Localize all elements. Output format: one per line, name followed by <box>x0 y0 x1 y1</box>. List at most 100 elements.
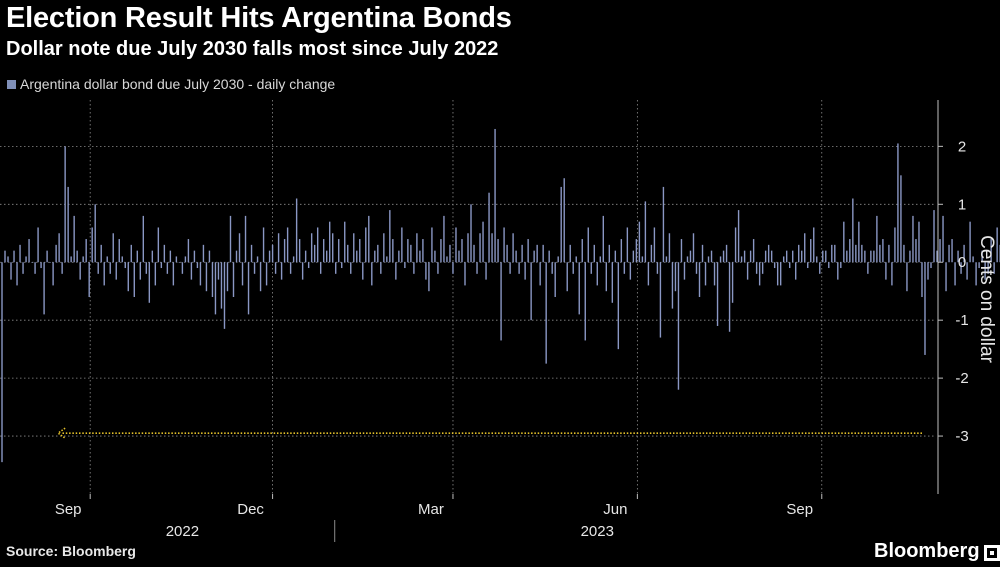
bar <box>124 262 126 269</box>
bar <box>217 262 220 280</box>
bar <box>16 262 18 286</box>
bar <box>304 250 307 263</box>
bar <box>175 256 178 263</box>
bar <box>924 262 926 355</box>
bar <box>154 262 157 286</box>
bar <box>837 262 839 280</box>
bar <box>253 262 256 274</box>
bar <box>94 204 96 263</box>
bar <box>981 250 983 263</box>
bar <box>680 239 683 263</box>
axes: -3 -2 -1 0 1 2 Sep Dec Mar Jun Sep 2022 2023 <box>55 100 969 542</box>
y-tick-label: -3 <box>955 428 968 445</box>
annotation <box>56 427 922 439</box>
bar <box>665 256 668 263</box>
bar <box>19 244 21 263</box>
bar <box>942 215 944 263</box>
bar <box>731 262 734 303</box>
bar <box>921 262 923 297</box>
bar <box>966 262 968 280</box>
bar <box>650 244 653 263</box>
bar <box>870 250 872 263</box>
bar <box>560 186 562 263</box>
bar <box>792 250 794 263</box>
bar <box>356 250 358 263</box>
bar <box>990 239 992 263</box>
bar <box>785 250 788 263</box>
bar <box>677 262 680 390</box>
bar <box>479 233 481 263</box>
bar <box>807 262 809 269</box>
x-tick-label: Sep <box>786 501 813 518</box>
bar <box>867 262 869 274</box>
bar <box>629 262 632 280</box>
bar <box>623 262 626 274</box>
bar <box>247 262 250 315</box>
bar <box>614 250 617 263</box>
bar <box>638 221 641 263</box>
bar <box>4 250 6 263</box>
bar <box>157 227 160 263</box>
bar <box>428 262 430 292</box>
bar <box>536 244 538 263</box>
bar <box>404 262 406 269</box>
bar <box>743 250 746 263</box>
bar <box>861 244 863 263</box>
bars <box>1 128 1000 463</box>
brand-logo: Bloomberg <box>874 540 1000 563</box>
bar <box>22 262 24 274</box>
bar <box>160 262 163 269</box>
bar <box>900 175 902 263</box>
bar <box>301 262 304 280</box>
bar <box>876 215 878 263</box>
bar <box>395 262 397 280</box>
bar <box>46 250 48 263</box>
bar <box>229 215 232 263</box>
bar <box>527 239 529 263</box>
bar <box>118 239 120 263</box>
bar <box>7 256 9 263</box>
bar <box>746 262 749 280</box>
bar <box>804 233 806 263</box>
bar <box>362 262 364 280</box>
bar <box>758 262 761 286</box>
bar <box>121 256 123 263</box>
bar <box>289 262 292 274</box>
bar <box>873 250 875 263</box>
bar <box>319 262 322 274</box>
bar <box>202 244 205 263</box>
bar <box>190 262 193 280</box>
bar <box>641 256 644 263</box>
bar <box>1 262 3 463</box>
bar <box>106 256 108 263</box>
bar <box>64 146 66 263</box>
bar <box>930 262 932 269</box>
bar <box>256 256 259 263</box>
bar <box>716 262 719 326</box>
bar <box>446 256 448 263</box>
bar <box>274 262 277 274</box>
bar <box>668 233 671 263</box>
bar <box>401 227 403 263</box>
bar <box>698 262 701 297</box>
bar <box>139 262 141 280</box>
bar <box>313 244 316 263</box>
y-tick-label: -1 <box>955 312 968 329</box>
bar <box>494 128 496 263</box>
bar <box>28 239 30 263</box>
bar <box>386 256 388 263</box>
bar <box>196 262 199 269</box>
bar <box>831 244 833 263</box>
bar <box>232 262 235 297</box>
bar <box>73 215 75 263</box>
bar <box>49 262 51 263</box>
bar <box>858 221 860 263</box>
bar <box>572 262 574 274</box>
chart-subtitle: Dollar note due July 2030 falls most sin… <box>6 38 499 60</box>
bar <box>972 256 974 263</box>
legend-swatch <box>7 79 16 89</box>
bar <box>894 227 896 263</box>
bar <box>945 262 947 292</box>
bar <box>91 227 93 263</box>
